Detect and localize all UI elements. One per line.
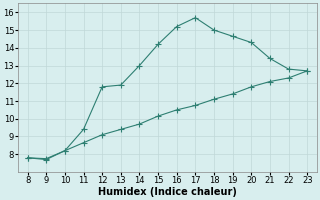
- X-axis label: Humidex (Indice chaleur): Humidex (Indice chaleur): [98, 187, 237, 197]
